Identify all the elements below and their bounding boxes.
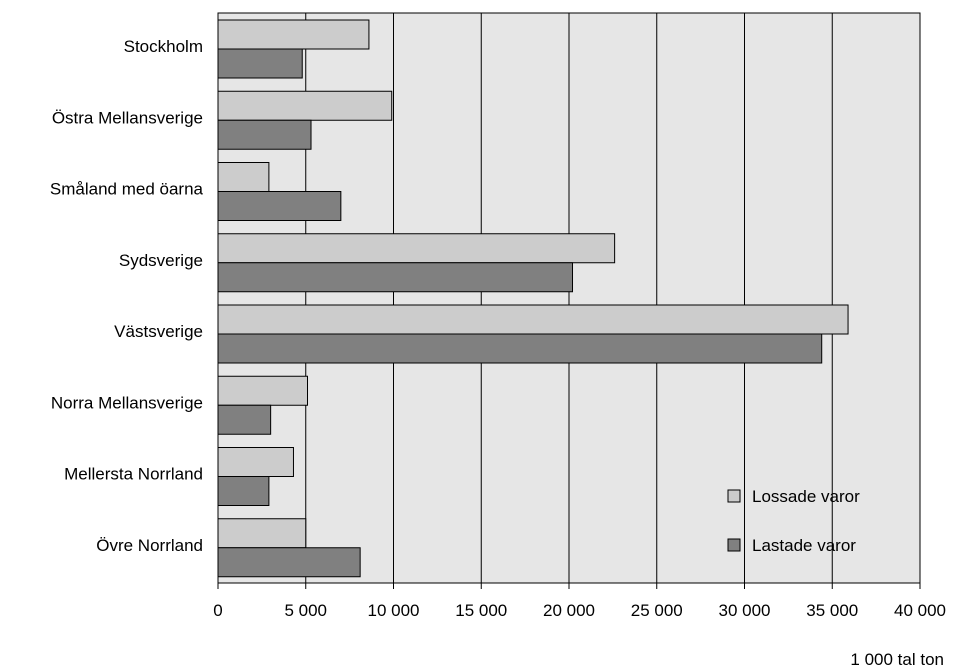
legend-label: Lossade varor [752,487,860,506]
bar-lossade-2 [217,162,270,192]
bar-lossade-7 [217,518,307,549]
category-label: Övre Norrland [96,536,203,555]
bar-lastade-4 [217,333,823,364]
category-label: Stockholm [124,37,203,56]
category-label: Östra Mellansverige [52,108,203,127]
bar-lossade-0 [217,19,370,50]
x-tick-label: 40 000 [894,601,946,620]
bar-lossade-5 [217,375,309,406]
bar-lastade-2 [217,191,342,221]
x-tick-label: 15 000 [455,601,507,620]
x-tick-label: 20 000 [543,601,595,620]
x-axis-unit-label: 1 000 tal ton [850,650,944,669]
legend: Lossade varor Lastade varor [727,487,860,555]
category-labels: Stockholm Östra Mellansverige Småland med … [50,37,204,555]
x-tick-label: 0 [213,601,222,620]
x-tick-label: 5 000 [284,601,327,620]
bar-lastade-3 [217,262,574,293]
x-tick-label: 30 000 [719,601,771,620]
bar-lastade-7 [217,547,361,578]
bars [217,19,849,578]
category-label: Mellersta Norrland [64,465,203,484]
x-axis-ticks: 0 5 000 10 000 15 000 20 000 25 000 30 000 35 0… [213,583,946,620]
bar-lossade-1 [217,90,393,121]
x-tick-label: 35 000 [806,601,858,620]
x-tick-label: 10 000 [368,601,420,620]
bar-lastade-0 [217,48,303,79]
legend-swatch-lastade [727,538,741,552]
category-label: Sydsverige [119,251,203,270]
plot-frame [217,12,921,584]
legend-swatch-lossade [727,489,741,503]
bar-lastade-5 [217,404,272,435]
bar-lastade-1 [217,119,312,150]
bar-lastade-6 [217,476,270,506]
legend-label: Lastade varor [752,536,856,555]
bar-lossade-3 [217,233,616,264]
bar-lossade-6 [217,447,294,477]
category-label: Västsverige [114,322,203,341]
bar-lossade-4 [217,304,849,335]
x-tick-label: 25 000 [631,601,683,620]
category-label: Norra Mellansverige [51,393,203,412]
category-label: Småland med öarna [50,180,204,199]
